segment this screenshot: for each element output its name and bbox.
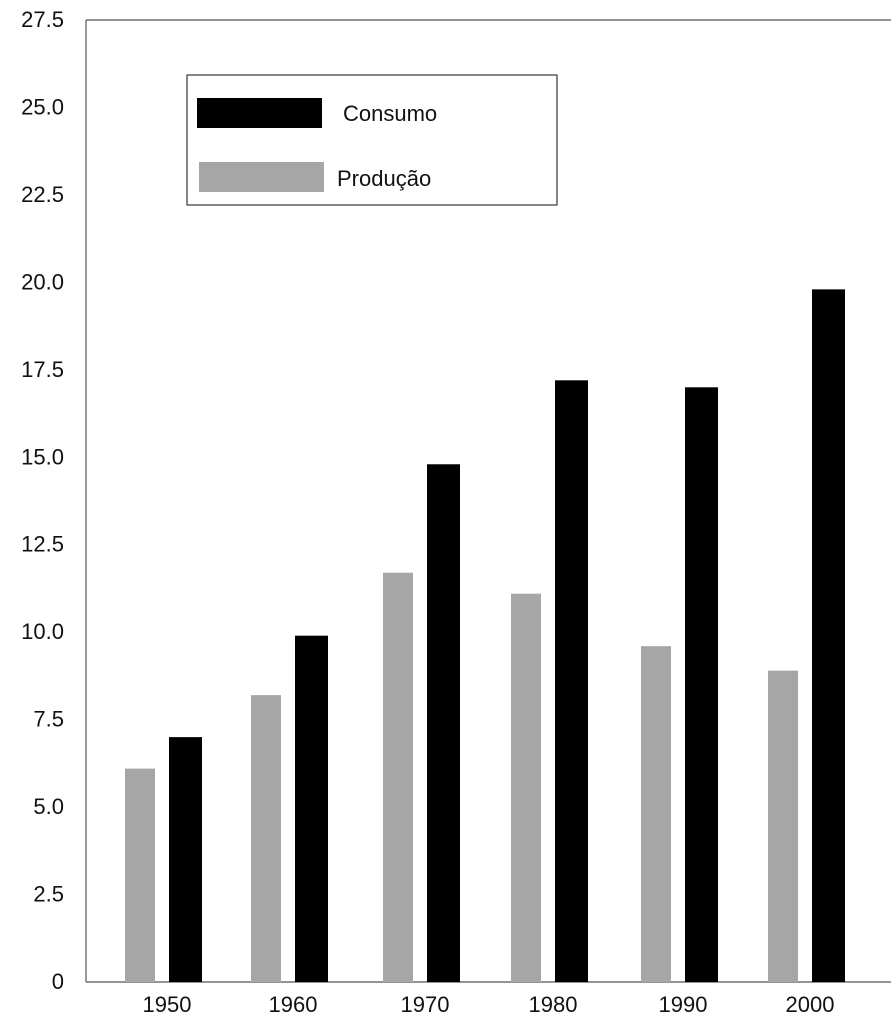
bar-producao-1970 <box>383 572 413 982</box>
y-tick-label: 0 <box>52 969 64 994</box>
y-tick-label: 17.5 <box>21 357 64 382</box>
x-tick-label: 2000 <box>786 992 835 1017</box>
x-tick-label: 1970 <box>401 992 450 1017</box>
bar-consumo-1960 <box>295 635 328 982</box>
x-tick-label: 1950 <box>143 992 192 1017</box>
bar-consumo-1980 <box>555 380 588 982</box>
y-tick-label: 7.5 <box>33 707 64 732</box>
plot-frame <box>85 19 891 983</box>
bar-producao-1950 <box>125 768 155 982</box>
legend-label-producao: Produção <box>337 166 431 191</box>
legend-label-consumo: Consumo <box>343 101 437 126</box>
bar-producao-2000 <box>768 670 798 982</box>
bar-consumo-1950 <box>169 737 202 982</box>
bar-producao-1960 <box>251 695 281 982</box>
legend-swatch-producao <box>199 162 324 192</box>
x-tick-label: 1960 <box>269 992 318 1017</box>
bar-consumo-2000 <box>812 289 845 982</box>
bar-producao-1980 <box>511 593 541 982</box>
y-tick-label: 15.0 <box>21 444 64 469</box>
legend-swatch-consumo <box>197 98 322 128</box>
bar-consumo-1970 <box>427 464 460 982</box>
bar-producao-1990 <box>641 646 671 982</box>
x-axis: 1950 1960 1970 1980 1990 2000 <box>143 992 835 1017</box>
legend: Consumo Produção <box>186 74 558 206</box>
y-tick-label: 2.5 <box>33 882 64 907</box>
y-tick-label: 12.5 <box>21 532 64 557</box>
y-tick-label: 10.0 <box>21 619 64 644</box>
bars <box>125 289 845 982</box>
y-tick-label: 20.0 <box>21 269 64 294</box>
y-tick-label: 27.5 <box>21 7 64 32</box>
bar-consumo-1990 <box>685 387 718 982</box>
y-tick-label: 25.0 <box>21 94 64 119</box>
x-tick-label: 1980 <box>529 992 578 1017</box>
y-tick-label: 5.0 <box>33 794 64 819</box>
y-axis: 0 2.5 5.0 7.5 10.0 12.5 15.0 17.5 20.0 22.5 25.0 27… <box>21 7 64 994</box>
x-tick-label: 1990 <box>659 992 708 1017</box>
y-tick-label: 22.5 <box>21 182 64 207</box>
